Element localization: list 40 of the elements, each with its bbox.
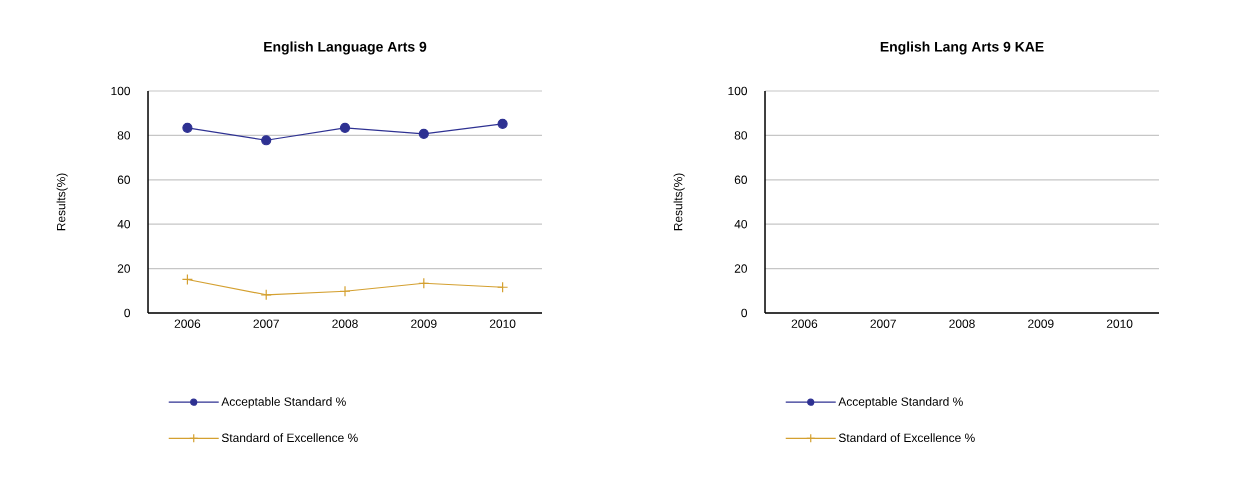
y-tick-label: 40 (117, 219, 131, 229)
x-tick-label: 2010 (489, 319, 516, 328)
point (497, 118, 508, 129)
x-tick-label: 2010 (1106, 319, 1133, 328)
legend-label: Standard of Excellence % (838, 433, 975, 443)
x-tick-label: 2006 (791, 319, 818, 328)
y-tick-label: 100 (111, 86, 131, 96)
x-tick-label: 2006 (174, 319, 201, 328)
y-tick-label: 40 (734, 219, 748, 229)
x-tick-label: 2008 (949, 319, 975, 328)
x-tick-label: 2007 (870, 319, 896, 328)
y-tick-label: 60 (117, 175, 131, 185)
chart-title: English Lang Arts 9 KAE (880, 41, 1044, 55)
point (497, 281, 509, 293)
y-tick-label: 80 (117, 131, 131, 140)
point (181, 273, 194, 286)
y-tick-label: 60 (734, 175, 748, 185)
point (260, 289, 272, 301)
point (182, 122, 193, 133)
chart-title: English Language Arts 9 (264, 41, 427, 55)
y-tick-label: 100 (728, 86, 748, 96)
point (418, 128, 429, 139)
point (339, 285, 351, 297)
point (418, 277, 430, 289)
point (261, 135, 272, 146)
y-tick-label: 0 (741, 308, 748, 318)
x-tick-label: 2008 (332, 319, 358, 328)
x-tick-label: 2007 (253, 319, 279, 328)
y-tick-label: 20 (734, 264, 748, 273)
y-axis-title: Results(%) (673, 173, 685, 231)
y-axis-title: Results(%) (56, 173, 68, 231)
y-tick-label: 80 (734, 131, 748, 140)
legend-label: Acceptable Standard % (221, 397, 346, 409)
x-tick-label: 2009 (411, 319, 437, 328)
point (339, 122, 351, 133)
x-tick-label: 2009 (1028, 319, 1054, 328)
y-tick-label: 20 (117, 264, 131, 273)
legend-label: Standard of Excellence % (221, 433, 358, 443)
y-tick-label: 0 (124, 308, 131, 318)
legend-label: Acceptable Standard % (838, 397, 963, 409)
